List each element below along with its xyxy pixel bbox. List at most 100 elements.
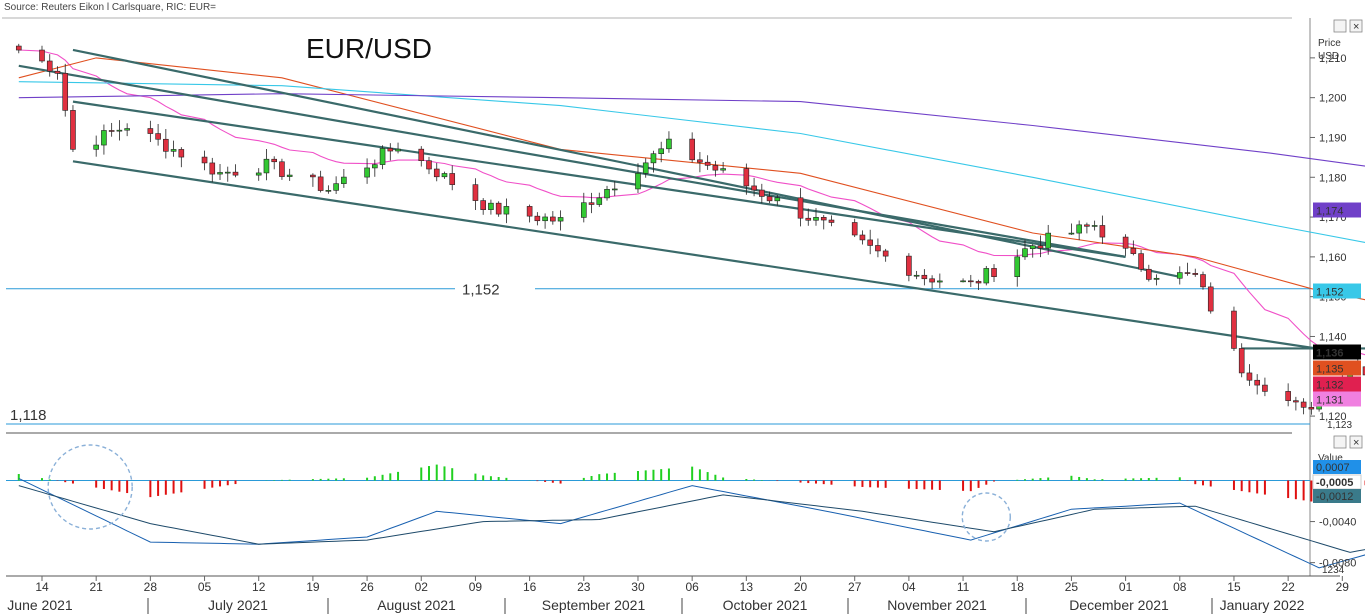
- candle-body: [46, 60, 53, 72]
- candle: [937, 273, 943, 288]
- candle-body: [743, 168, 750, 187]
- candle: [820, 214, 827, 230]
- candle: [286, 168, 293, 181]
- candle: [1176, 266, 1183, 285]
- month-label: September 2021: [542, 597, 646, 613]
- candle-body: [542, 216, 548, 222]
- close-icon: ×: [1353, 21, 1359, 33]
- candle-body: [1084, 224, 1090, 227]
- candle-body: [116, 129, 123, 132]
- candle-body: [372, 164, 378, 169]
- candle-body: [774, 197, 781, 202]
- month-label: December 2021: [1069, 597, 1169, 613]
- value-tag-label: -0,0005: [1316, 477, 1353, 489]
- price-tag: [1313, 391, 1361, 407]
- candle: [317, 170, 324, 193]
- candle-body: [1146, 268, 1152, 280]
- value-axis-title: Value: [1318, 453, 1343, 464]
- x-tick-label: 14: [35, 580, 49, 594]
- macd-histogram: [17, 464, 1365, 503]
- candle: [666, 131, 672, 153]
- candle-body: [54, 70, 61, 74]
- candle: [712, 160, 719, 177]
- candle-body: [1285, 391, 1291, 401]
- candle-body: [805, 217, 812, 221]
- candle: [704, 155, 711, 170]
- candle-body: [1022, 248, 1028, 258]
- candle-body: [426, 160, 432, 170]
- candle-body: [263, 158, 270, 174]
- price-tag: [1313, 376, 1361, 392]
- candle: [232, 164, 239, 178]
- candle: [480, 198, 486, 215]
- candle: [101, 124, 107, 155]
- macd-y-tick-label: -0,0040: [1319, 517, 1356, 529]
- candle-body: [1037, 245, 1044, 249]
- candle-body: [93, 144, 99, 150]
- level-label-bg: [455, 279, 535, 298]
- x-tick-label: 20: [794, 580, 808, 594]
- pane-button-icon: [1349, 435, 1363, 449]
- candle-body: [1300, 401, 1307, 408]
- candle-body: [1176, 272, 1183, 279]
- value-tag-label: -0,0012: [1316, 491, 1353, 503]
- price-tag-label: 1,136: [1316, 348, 1344, 360]
- candle: [921, 269, 928, 286]
- candle-body: [255, 172, 262, 176]
- candle-body: [1231, 310, 1237, 349]
- candle-body: [1076, 224, 1082, 234]
- candle: [697, 152, 703, 173]
- candle-body: [379, 148, 386, 165]
- price-axis-title: Price: [1318, 38, 1341, 49]
- candle: [906, 253, 912, 282]
- candle-body: [495, 202, 502, 215]
- candle-body: [124, 128, 130, 131]
- candle-body: [503, 206, 510, 215]
- candle: [39, 45, 45, 63]
- candle-body: [441, 173, 448, 178]
- candle-body: [472, 184, 479, 201]
- candle: [851, 218, 858, 238]
- candle: [1308, 401, 1315, 415]
- candle: [1130, 240, 1137, 256]
- candle: [1207, 282, 1214, 314]
- candle-body: [596, 197, 603, 205]
- candle: [975, 279, 982, 291]
- candle: [426, 156, 432, 175]
- x-tick-label: 28: [144, 580, 158, 594]
- y-tick-label: 1,210: [1319, 53, 1347, 65]
- candle-body: [859, 234, 866, 241]
- candle-body: [333, 183, 339, 191]
- candle: [433, 162, 440, 182]
- x-tick-label: 16: [523, 580, 537, 594]
- candle-body: [480, 200, 486, 210]
- candle: [503, 198, 510, 224]
- candle-body: [975, 281, 982, 284]
- candle-body: [1308, 407, 1315, 410]
- candle-body: [820, 217, 827, 221]
- candle: [1153, 274, 1160, 286]
- candle-body: [604, 189, 610, 199]
- candle: [1300, 398, 1307, 415]
- candle-body: [991, 268, 997, 277]
- trend-line: [72, 48, 1181, 278]
- candle: [1262, 377, 1268, 397]
- candle: [774, 194, 781, 206]
- candle: [689, 132, 695, 163]
- candle: [720, 162, 726, 173]
- x-tick-label: 04: [902, 580, 916, 594]
- candle: [557, 210, 564, 231]
- candle: [604, 185, 610, 201]
- candle: [124, 123, 130, 137]
- x-tick-label: 08: [1173, 580, 1187, 594]
- candle-body: [813, 217, 819, 221]
- candle-body: [1362, 366, 1365, 376]
- candle-body: [1207, 286, 1214, 312]
- candle-body: [449, 173, 456, 185]
- candle-body: [704, 161, 711, 166]
- candle: [805, 208, 812, 226]
- candle: [163, 128, 169, 159]
- candle-body: [232, 171, 239, 176]
- candle: [379, 145, 386, 170]
- candle: [1122, 234, 1129, 256]
